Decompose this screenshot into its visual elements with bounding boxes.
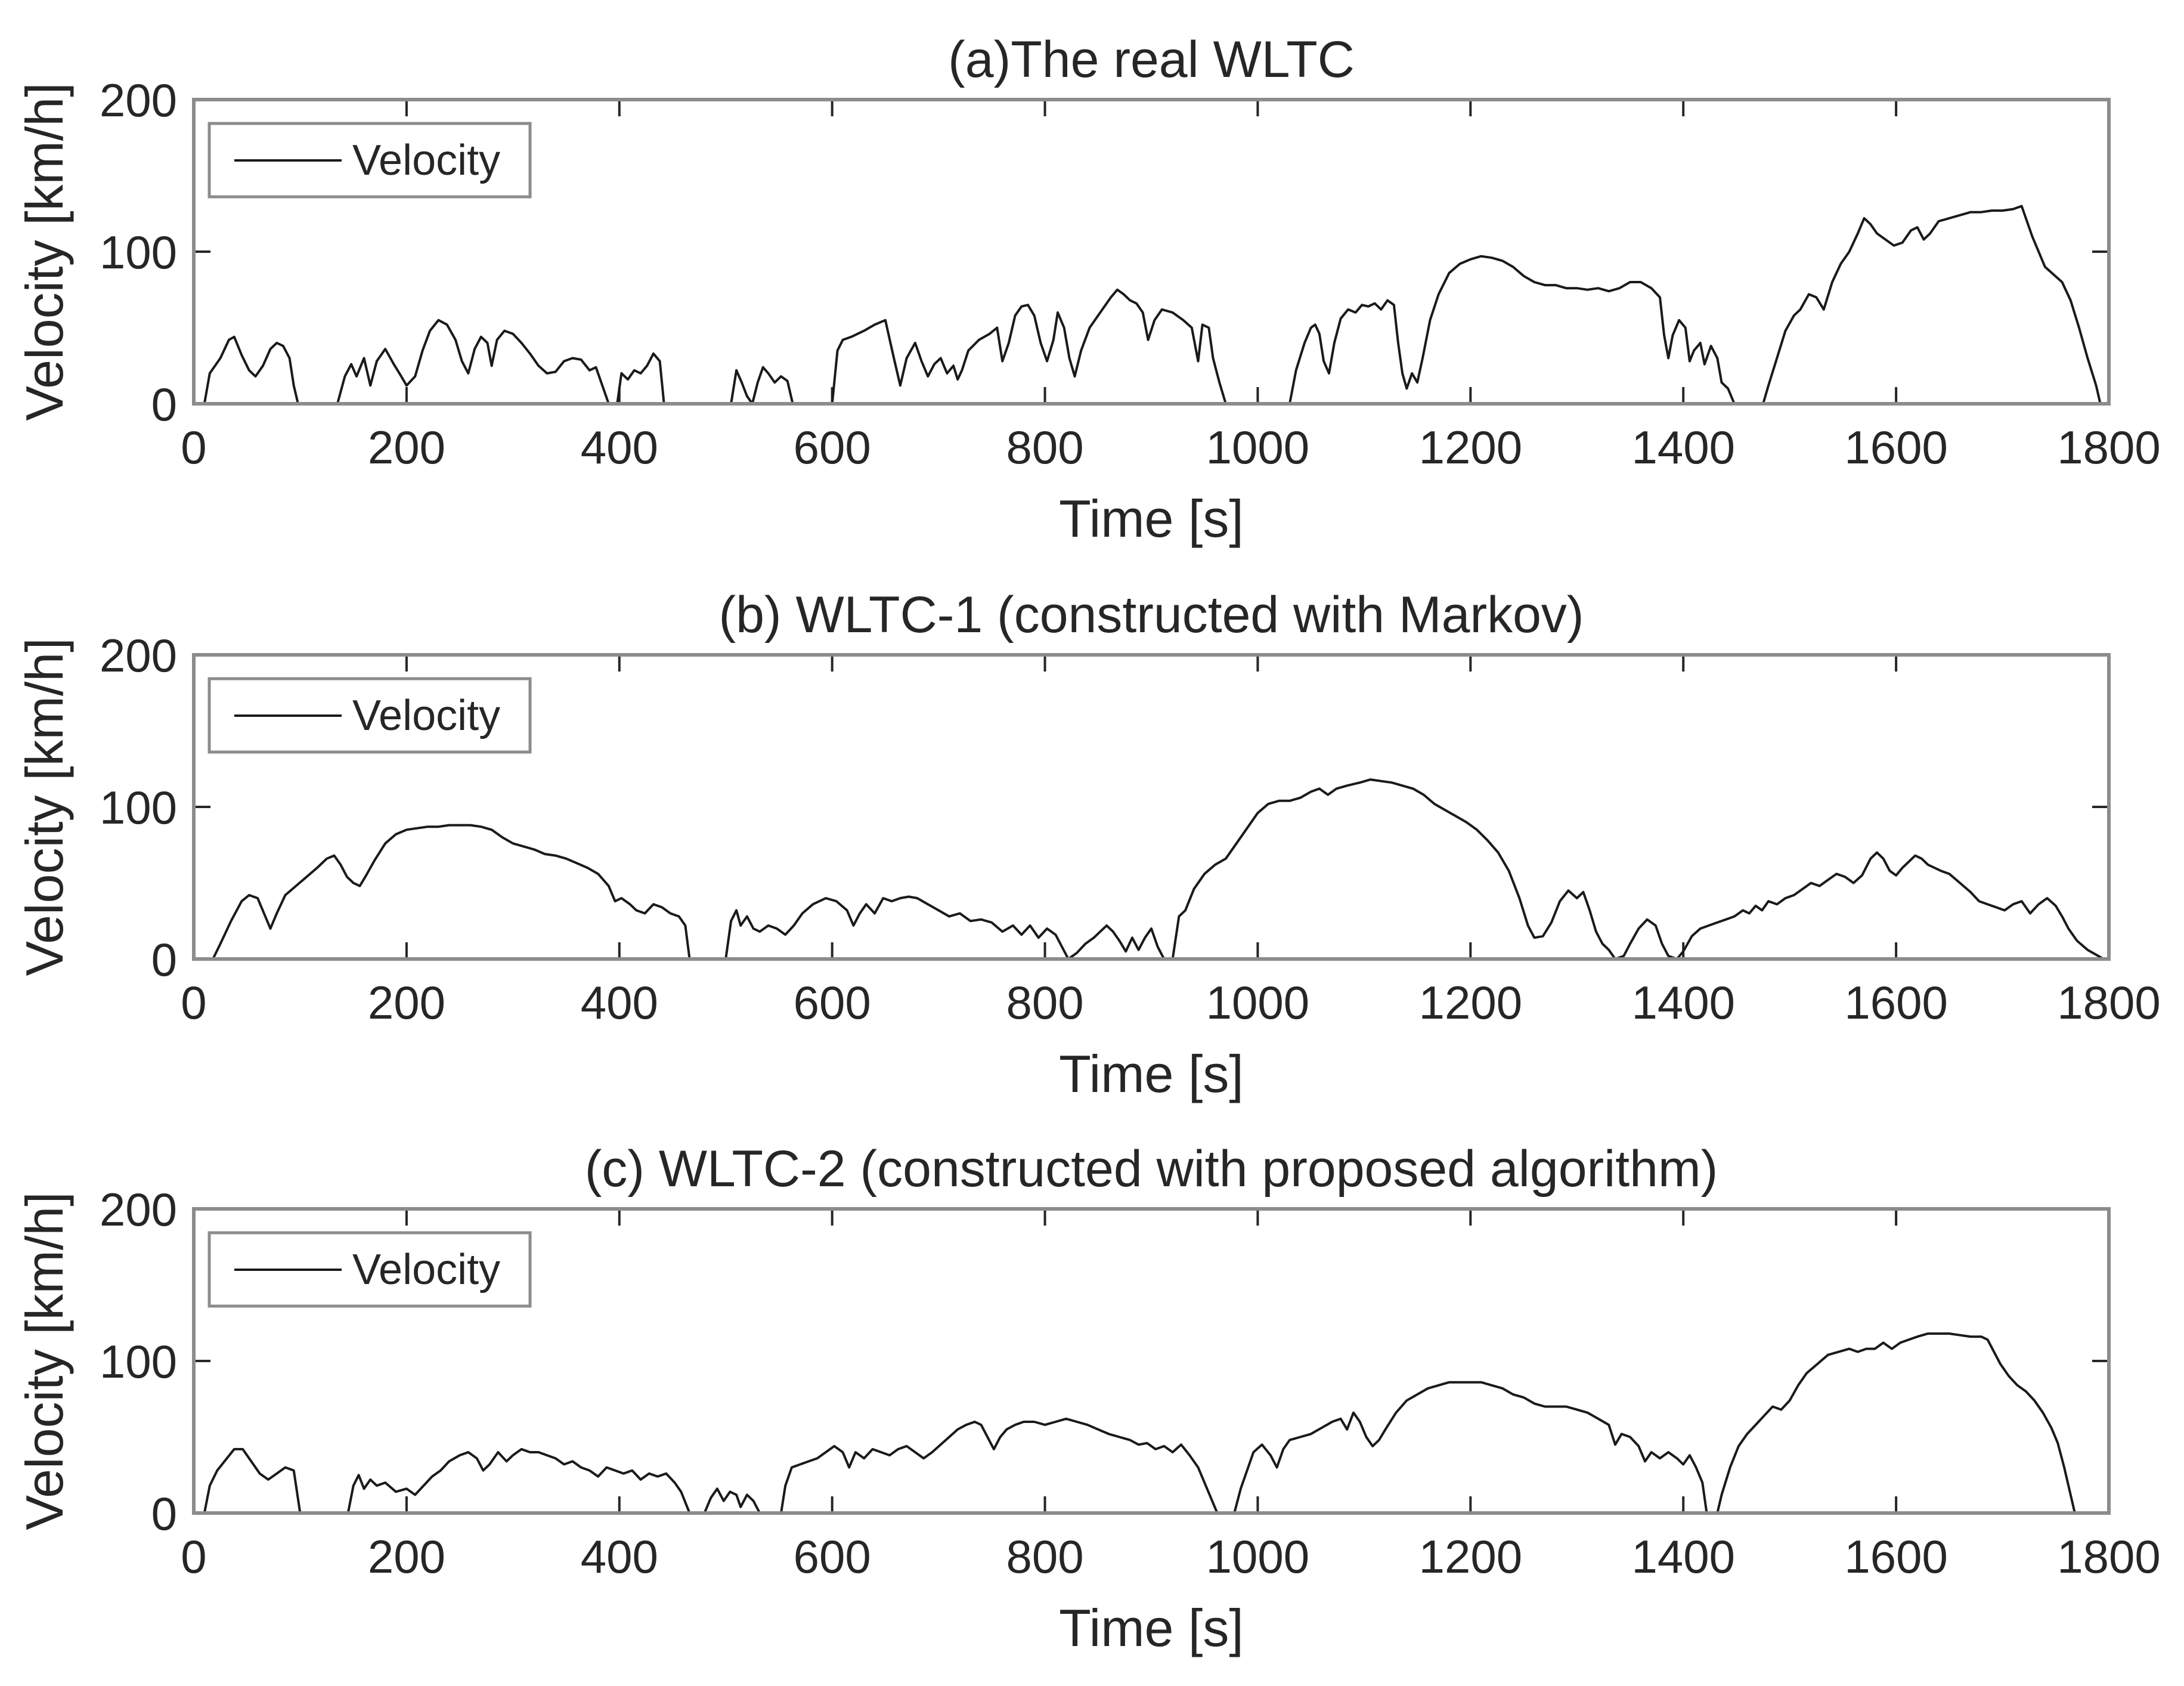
x-tick-label: 600: [794, 421, 871, 474]
x-tick-label: 200: [368, 976, 445, 1029]
subplot-a: 0 200 400 600 800 1000 1200 1400 1600 1800 0 100 200…: [15, 31, 2161, 548]
x-tick-label: 0: [181, 976, 206, 1029]
x-tick-label: 1400: [1631, 1530, 1735, 1583]
x-tick-label: 1800: [2057, 1530, 2161, 1583]
legend-label-velocity: Velocity: [352, 137, 500, 184]
legend: Velocity: [207, 122, 532, 199]
x-tick-label: 1600: [1844, 421, 1948, 474]
legend: Velocity: [207, 677, 532, 754]
y-tick-label: 0: [151, 1487, 177, 1540]
x-tick-label: 1400: [1631, 976, 1735, 1029]
legend-label-velocity: Velocity: [352, 692, 500, 740]
y-tick-label: 0: [151, 378, 177, 431]
x-axis-label: Time [s]: [1059, 1044, 1244, 1103]
x-tick-label: 200: [368, 1530, 445, 1583]
y-tick-label: 200: [100, 629, 177, 682]
axes-box: [192, 98, 2111, 406]
x-tick-label: 0: [181, 421, 206, 474]
x-tick-label: 400: [581, 976, 658, 1029]
x-tick-label: 600: [794, 976, 871, 1029]
x-tick-label: 1200: [1419, 1530, 1523, 1583]
x-tick-label: 800: [1006, 421, 1083, 474]
y-tick-label: 100: [100, 226, 177, 279]
x-tick-label: 200: [368, 421, 445, 474]
x-tick-label: 1800: [2057, 421, 2161, 474]
x-tick-label: 1400: [1631, 421, 1735, 474]
x-tick-label: 1200: [1419, 976, 1523, 1029]
legend: Velocity: [207, 1231, 532, 1308]
x-tick-label: 1000: [1206, 976, 1310, 1029]
y-axis-label: Velocity [km/h]: [15, 638, 74, 976]
x-tick-label: 600: [794, 1530, 871, 1583]
y-tick-label: 200: [100, 74, 177, 126]
x-axis-label: Time [s]: [1059, 489, 1244, 548]
x-tick-label: 0: [181, 1530, 206, 1583]
subplot-c: 0 200 400 600 800 1000 1200 1400 1600 1800 0 100 200…: [15, 1140, 2161, 1657]
y-tick-label: 200: [100, 1183, 177, 1236]
chart-title: (c) WLTC-2 (constructed with proposed al…: [585, 1140, 1718, 1198]
series-line-velocity: [194, 1332, 2076, 1514]
x-tick-label: 1800: [2057, 976, 2161, 1029]
chart-title: (b) WLTC-1 (constructed with Markov): [718, 586, 1584, 644]
legend-label-velocity: Velocity: [352, 1246, 500, 1294]
series-line-velocity: [194, 205, 2102, 405]
x-tick-label: 1600: [1844, 976, 1948, 1029]
x-tick-label: 1000: [1206, 421, 1310, 474]
subplot-b: 0 200 400 600 800 1000 1200 1400 1600 1800 0 100 200…: [15, 586, 2161, 1103]
y-axis-label: Velocity [km/h]: [15, 1192, 74, 1530]
y-tick-label: 100: [100, 1335, 177, 1388]
chart-title: (a)The real WLTC: [948, 31, 1355, 88]
y-tick-label: 100: [100, 781, 177, 834]
x-axis-label: Time [s]: [1059, 1598, 1244, 1657]
x-tick-label: 1600: [1844, 1530, 1948, 1583]
x-tick-label: 800: [1006, 1530, 1083, 1583]
x-tick-label: 1200: [1419, 421, 1523, 474]
y-axis-label: Velocity [km/h]: [15, 82, 74, 420]
x-tick-label: 1000: [1206, 1530, 1310, 1583]
x-tick-label: 800: [1006, 976, 1083, 1029]
axes-box: [192, 1207, 2111, 1515]
x-tick-label: 400: [581, 1530, 658, 1583]
axes-box: [192, 653, 2111, 961]
x-tick-label: 400: [581, 421, 658, 474]
legend-box: [207, 1231, 532, 1308]
y-tick-label: 0: [151, 933, 177, 986]
